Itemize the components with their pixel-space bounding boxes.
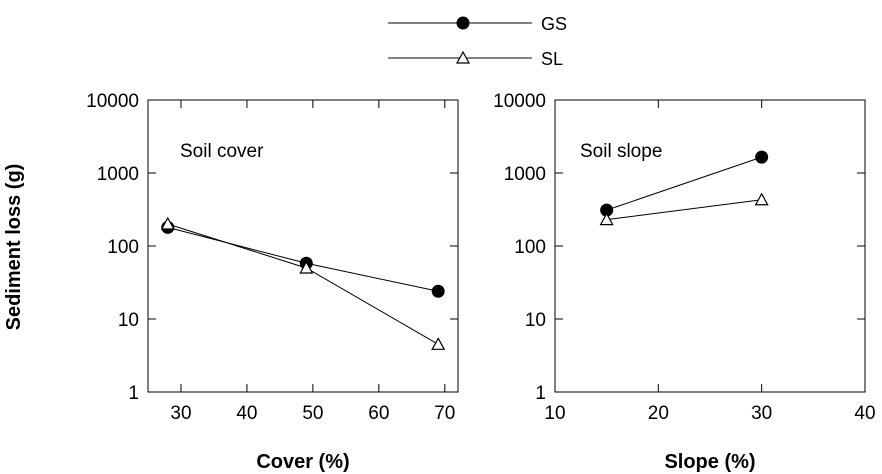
x-axis-title: Cover (%) — [256, 451, 349, 473]
series-markers — [599, 150, 769, 226]
legend-gs-label: GS — [541, 14, 567, 34]
y-tick-label: 1 — [128, 383, 139, 404]
data-point-sl — [754, 192, 769, 206]
panel-soil-cover: Soil cover Cover (%) 1 10 100 1000 10000 30 40… — [86, 91, 459, 473]
y-tick-label: 100 — [107, 237, 139, 258]
x-tick-label: 20 — [648, 403, 669, 424]
data-point-sl — [431, 337, 446, 350]
x-tick-label: 40 — [854, 403, 875, 424]
data-point-gs — [431, 284, 445, 298]
x-tick-label: 10 — [544, 403, 565, 424]
x-axis-title: Slope (%) — [664, 451, 755, 473]
y-tick-label: 10 — [525, 310, 546, 331]
x-tick-label: 30 — [751, 403, 772, 424]
data-point-sl — [299, 260, 314, 274]
data-point-sl — [160, 216, 175, 230]
legend-sl-marker — [455, 50, 471, 64]
panel-title: Soil slope — [580, 141, 662, 162]
y-tick-label: 10000 — [86, 91, 139, 112]
legend: GS SL — [388, 14, 567, 69]
x-tick-label: 60 — [368, 403, 389, 424]
series-lines — [167, 223, 439, 345]
y-axis-title: Sediment loss (g) — [3, 164, 25, 331]
x-tick-label: 70 — [434, 403, 455, 424]
y-tick-label: 1 — [535, 383, 546, 404]
x-tick-label: 50 — [302, 403, 323, 424]
legend-sl-label: SL — [541, 49, 563, 69]
series-line-gs — [606, 156, 762, 211]
y-tick-label: 100 — [514, 237, 546, 258]
series-line-sl — [167, 223, 439, 345]
x-tick-label: 30 — [170, 403, 191, 424]
ticks: 1 10 100 1000 10000 30 40 50 60 70 — [86, 91, 458, 424]
y-tick-label: 1000 — [97, 164, 139, 185]
y-tick-label: 10000 — [493, 91, 546, 112]
panel-title: Soil cover — [180, 141, 264, 162]
data-point-gs — [755, 150, 769, 164]
series-line-sl — [606, 199, 762, 221]
data-point-gs — [600, 203, 614, 217]
series-markers — [160, 216, 446, 350]
x-tick-label: 40 — [236, 403, 257, 424]
series-lines — [606, 156, 762, 221]
legend-gs-marker — [456, 16, 470, 30]
y-tick-label: 10 — [118, 310, 139, 331]
y-tick-label: 1000 — [504, 164, 546, 185]
data-point-sl — [599, 212, 614, 226]
